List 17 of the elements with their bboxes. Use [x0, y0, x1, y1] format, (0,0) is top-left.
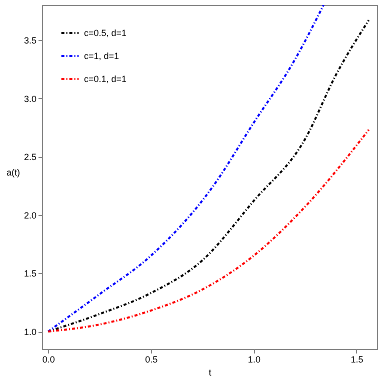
- x-tick-label: 1.5: [350, 354, 364, 364]
- line-series: [47, 5, 325, 333]
- y-tick-label: 1.5: [24, 268, 36, 279]
- legend-label: c=0.5, d=1: [84, 28, 127, 38]
- x-tick-label: 0.5: [145, 354, 158, 364]
- y-tick-label: 2.5: [24, 152, 36, 162]
- x-tick-label: 1.0: [248, 354, 260, 364]
- y-tick-label: 3.5: [24, 35, 36, 46]
- legend-label: c=0.1, d=1: [84, 74, 127, 84]
- x-axis-title: t: [208, 368, 212, 378]
- y-tick-label: 1.0: [24, 327, 36, 338]
- y-tick-label: 3.0: [24, 94, 36, 104]
- y-tick-label: 2.0: [24, 210, 36, 220]
- line-series: [47, 128, 370, 333]
- legend-label: c=1, d=1: [84, 51, 120, 61]
- x-tick-label: 0.0: [42, 354, 55, 364]
- y-axis-title: a(t): [6, 168, 20, 178]
